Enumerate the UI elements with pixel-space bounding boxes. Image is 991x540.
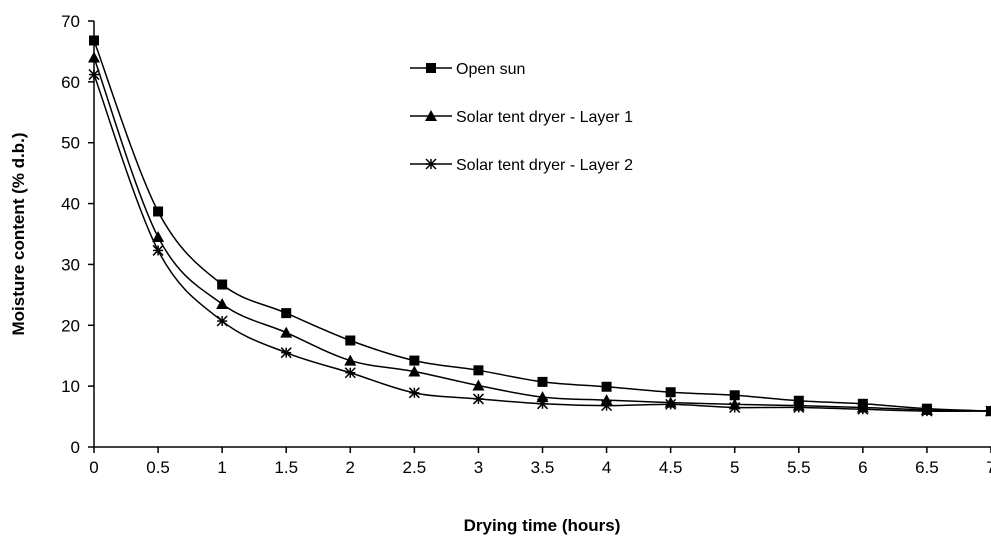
legend-label: Solar tent dryer - Layer 1 xyxy=(456,109,633,126)
series-2 xyxy=(88,51,991,417)
data-point-triangle xyxy=(344,354,357,366)
data-point-square xyxy=(729,390,740,401)
data-point-star xyxy=(88,69,100,81)
data-point-star xyxy=(921,405,933,417)
data-point-square xyxy=(281,308,292,319)
y-ticks: 0 10 20 30 40 50 60 70 xyxy=(61,12,94,457)
y-tick-label: 60 xyxy=(61,73,80,92)
y-tick-label: 0 xyxy=(71,438,80,457)
legend-item: Solar tent dryer - Layer 2 xyxy=(410,157,633,174)
data-point-triangle xyxy=(88,51,100,63)
data-point-star xyxy=(216,315,228,327)
data-point-square xyxy=(473,365,484,376)
data-point-triangle xyxy=(408,365,421,377)
x-tick-label: 1 xyxy=(217,458,226,477)
data-point-square xyxy=(89,35,99,46)
data-point-square xyxy=(409,355,420,366)
x-ticks: 0 0.5 1 1.5 2 2.5 3 3.5 4 4.5 5 5.5 6 6.5 7 xyxy=(89,447,991,477)
x-tick-label: 3 xyxy=(474,458,483,477)
data-point-square xyxy=(601,381,612,392)
x-tick-label: 0 xyxy=(89,458,98,477)
data-point-star xyxy=(536,398,549,410)
data-point-square xyxy=(217,279,228,290)
x-tick-label: 2.5 xyxy=(403,458,427,477)
y-tick-label: 40 xyxy=(61,195,80,214)
x-tick-label: 6 xyxy=(858,458,867,477)
y-tick-label: 20 xyxy=(61,316,80,335)
data-point-triangle xyxy=(425,110,437,121)
data-point-triangle xyxy=(280,326,293,338)
legend-label: Solar tent dryer - Layer 2 xyxy=(456,157,633,174)
data-point-triangle xyxy=(152,231,165,243)
x-tick-label: 2 xyxy=(346,458,355,477)
data-point-star xyxy=(665,398,677,410)
data-point-triangle xyxy=(216,297,229,309)
y-axis-title: Moisture content (% d.b.) xyxy=(9,132,28,335)
y-tick-label: 10 xyxy=(61,377,80,396)
series-1 xyxy=(89,35,991,417)
legend-item: Open sun xyxy=(410,61,525,78)
series-line xyxy=(93,40,991,412)
data-point-star xyxy=(729,401,741,413)
legend-label: Open sun xyxy=(456,61,525,78)
data-point-star xyxy=(344,367,356,379)
legend: Open sun Solar tent dryer - Layer 1 Solar … xyxy=(410,61,633,174)
x-tick-label: 7 xyxy=(986,458,991,477)
series-3 xyxy=(88,69,991,417)
y-tick-label: 30 xyxy=(61,255,80,274)
data-point-star xyxy=(601,400,613,412)
data-point-square xyxy=(153,206,164,217)
data-point-star xyxy=(152,244,164,256)
data-point-square xyxy=(426,63,436,73)
x-tick-label: 5.5 xyxy=(787,458,811,477)
data-point-square xyxy=(665,387,676,398)
x-tick-label: 4.5 xyxy=(659,458,683,477)
data-point-square xyxy=(345,335,356,346)
data-point-star xyxy=(280,347,292,359)
data-point-star xyxy=(425,158,437,170)
legend-item: Solar tent dryer - Layer 1 xyxy=(410,109,633,126)
x-tick-label: 0.5 xyxy=(146,458,170,477)
series-layer xyxy=(88,35,991,417)
y-tick-label: 50 xyxy=(61,134,80,153)
x-tick-label: 6.5 xyxy=(915,458,939,477)
data-point-star xyxy=(472,393,484,405)
x-tick-label: 1.5 xyxy=(274,458,298,477)
x-tick-label: 4 xyxy=(602,458,611,477)
x-tick-label: 5 xyxy=(730,458,739,477)
data-point-star xyxy=(985,405,991,417)
x-axis-title: Drying time (hours) xyxy=(464,516,621,535)
data-point-star xyxy=(793,401,805,413)
y-tick-label: 70 xyxy=(61,12,80,31)
data-point-star xyxy=(857,403,869,415)
data-point-star xyxy=(408,387,420,399)
data-point-triangle xyxy=(536,391,549,403)
data-point-triangle xyxy=(472,379,485,391)
x-tick-label: 3.5 xyxy=(531,458,555,477)
data-point-square xyxy=(537,376,548,387)
